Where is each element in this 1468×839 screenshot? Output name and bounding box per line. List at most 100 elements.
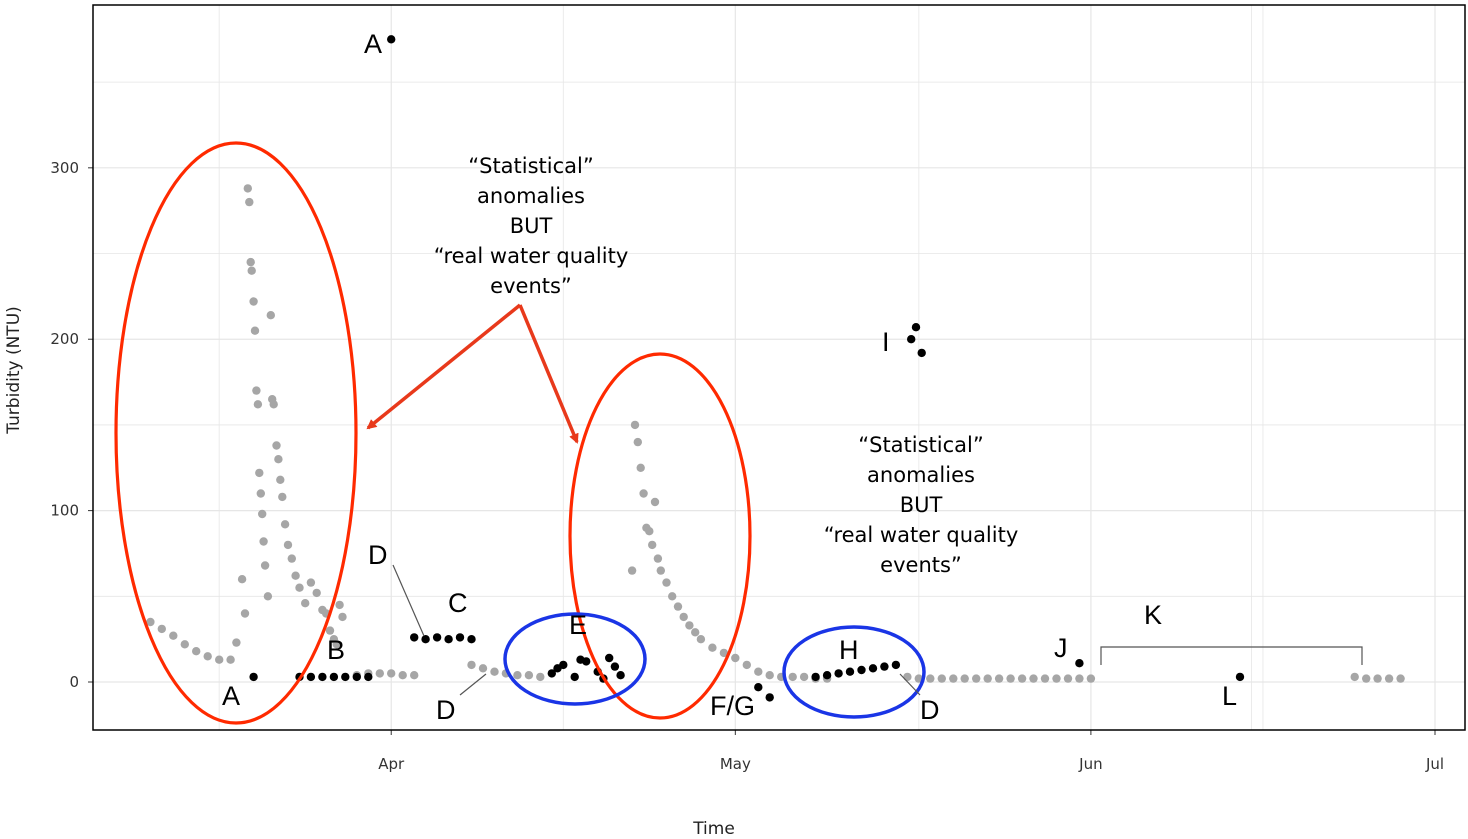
label-k: K xyxy=(1144,600,1162,630)
normal-point xyxy=(490,667,499,676)
normal-point xyxy=(648,540,657,550)
normal-point xyxy=(240,609,250,618)
annotation-text-block-2: “Statistical” anomalies BUT “real water … xyxy=(824,433,1019,577)
normal-point xyxy=(295,583,304,592)
anomaly-point xyxy=(1235,672,1245,682)
normal-point xyxy=(685,621,694,630)
normal-point xyxy=(247,266,256,275)
normal-point xyxy=(754,667,763,676)
anomaly-point xyxy=(341,672,350,682)
normal-point xyxy=(926,674,935,683)
anomaly-point xyxy=(1075,659,1084,668)
normal-point xyxy=(1006,674,1015,683)
anomaly-point xyxy=(911,323,921,332)
x-axis-title: Time xyxy=(692,819,735,839)
anomaly-point xyxy=(455,633,465,642)
label-f-g: F/G xyxy=(710,691,755,721)
anomaly-point xyxy=(432,633,442,642)
grid-lines xyxy=(93,5,1465,730)
anomaly-point xyxy=(467,635,476,644)
normal-point xyxy=(639,489,648,498)
normal-point xyxy=(192,647,201,656)
normal-point xyxy=(146,617,155,627)
x-tick-label: May xyxy=(720,755,751,773)
y-axis-title: Turbidity (NTU) xyxy=(4,306,24,435)
normal-point xyxy=(627,566,637,575)
normal-point xyxy=(1040,674,1050,683)
annotation-arrow-left xyxy=(366,303,522,430)
text-block-1-line-4: “real water quality xyxy=(434,244,629,268)
normal-point xyxy=(410,671,419,680)
anomaly-point xyxy=(249,672,258,682)
normal-point xyxy=(765,671,774,680)
anomaly-point xyxy=(765,693,774,702)
normal-point xyxy=(731,653,740,663)
annotation-text-block-1: “Statistical” anomalies BUT “real water … xyxy=(434,154,629,298)
annotation-arrow-right xyxy=(518,304,579,444)
anomaly-point xyxy=(610,662,620,671)
text-block-2-line-1: “Statistical” xyxy=(858,433,984,457)
anomaly-point xyxy=(917,348,926,358)
leader-line-d-lower xyxy=(459,673,487,696)
normal-point xyxy=(668,592,677,601)
normal-point xyxy=(215,655,224,664)
text-block-1-line-5: events” xyxy=(490,274,572,298)
normal-point xyxy=(972,674,981,683)
normal-point xyxy=(249,297,258,306)
normal-point xyxy=(650,497,660,507)
anomaly-point xyxy=(857,665,866,675)
y-tick-label: 0 xyxy=(69,673,79,691)
anomaly-point xyxy=(822,671,832,680)
anomaly-point xyxy=(387,35,396,44)
y-tick-label: 100 xyxy=(50,502,79,520)
normal-point xyxy=(301,599,310,608)
anomaly-point xyxy=(306,672,316,682)
normal-point xyxy=(332,640,341,649)
normal-point xyxy=(914,674,923,683)
normal-point xyxy=(960,674,969,683)
normal-point xyxy=(937,674,946,683)
label-i: I xyxy=(882,327,890,357)
label-b: B xyxy=(327,635,345,665)
normal-point xyxy=(387,669,396,678)
normal-point xyxy=(636,463,645,472)
anomaly-point xyxy=(754,683,763,692)
anomaly-point xyxy=(880,662,889,671)
normal-point xyxy=(180,640,189,649)
normal-point xyxy=(983,674,992,683)
normal-point xyxy=(280,520,290,529)
statistical-anomaly-circle-e xyxy=(503,612,647,706)
normal-point xyxy=(169,631,178,640)
anomaly-point xyxy=(318,672,327,682)
label-a-top: A xyxy=(364,29,382,59)
normal-point xyxy=(226,655,235,664)
normal-point xyxy=(250,326,260,335)
normal-point xyxy=(513,671,522,680)
label-a-bottom: A xyxy=(222,681,240,711)
normal-point xyxy=(799,672,809,682)
normal-point xyxy=(994,674,1004,683)
anomaly-point xyxy=(421,635,430,644)
normal-point xyxy=(260,561,270,570)
normal-point xyxy=(1373,674,1382,683)
normal-point xyxy=(524,671,534,680)
anomaly-point xyxy=(329,672,339,682)
normal-point xyxy=(708,643,717,652)
label-d-right: D xyxy=(920,695,940,725)
text-block-1-line-2: anomalies xyxy=(477,184,585,208)
normal-point xyxy=(325,626,335,635)
normal-point xyxy=(1063,674,1073,683)
normal-point xyxy=(645,527,654,536)
normal-point xyxy=(252,386,261,395)
normal-point xyxy=(788,672,797,682)
plot-frame xyxy=(92,4,1466,731)
normal-point xyxy=(256,489,265,498)
normal-point xyxy=(255,468,264,478)
anomaly-point xyxy=(834,669,843,678)
plot-background xyxy=(93,5,1465,730)
leader-line-d-right xyxy=(899,673,921,696)
normal-point xyxy=(278,492,287,502)
normal-point xyxy=(157,624,166,634)
anomaly-point xyxy=(891,660,901,670)
